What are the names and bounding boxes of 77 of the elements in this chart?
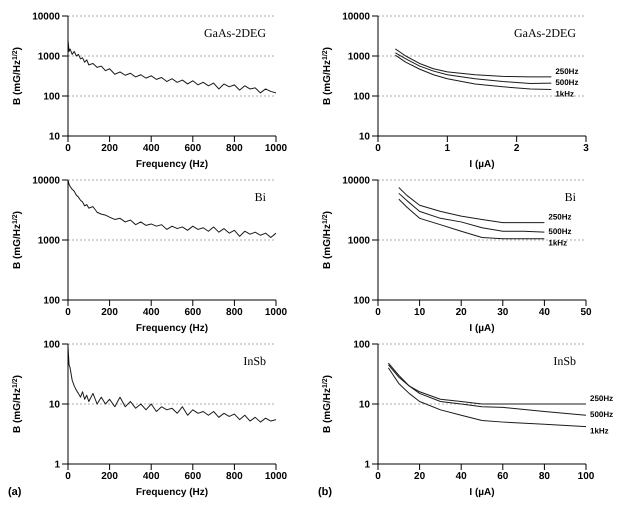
y-tick-label: 1 — [364, 460, 370, 471]
y-tick-label: 10000 — [342, 12, 370, 23]
x-axis-title: I (µA) — [469, 159, 495, 170]
x-tick-label: 10 — [414, 307, 426, 318]
x-tick-label: 0 — [375, 471, 382, 482]
x-tick-label: 0 — [375, 307, 382, 318]
series-label: 500Hz — [548, 227, 572, 236]
series-label: 1kHz — [548, 238, 568, 248]
y-tick-label: 100 — [43, 296, 60, 307]
x-tick-label: 30 — [497, 307, 509, 318]
x-tick-label: 50 — [580, 307, 592, 318]
y-tick-label: 10000 — [32, 12, 60, 23]
x-axis-title: Frequency (Hz) — [136, 487, 208, 498]
y-tick-label: 10000 — [342, 176, 370, 187]
y-tick-label: 10 — [48, 400, 60, 411]
x-tick-label: 1000 — [264, 143, 288, 154]
y-tick-label: 10 — [358, 400, 370, 411]
x-tick-label: 200 — [101, 471, 118, 482]
x-tick-label: 0 — [375, 143, 382, 154]
x-tick-label: 40 — [456, 471, 468, 482]
series-label: 1kHz — [590, 426, 609, 436]
x-tick-label: 1000 — [264, 307, 288, 318]
y-tick-label: 100 — [353, 92, 370, 103]
text: (a) — [8, 486, 22, 498]
x-tick-label: 2 — [514, 143, 520, 154]
text: (b) — [318, 486, 332, 498]
x-tick-label: 600 — [184, 471, 202, 482]
x-axis-title: Frequency (Hz) — [136, 323, 208, 334]
x-tick-label: 800 — [226, 307, 244, 318]
x-tick-label: 800 — [226, 471, 244, 482]
x-tick-label: 0 — [65, 471, 72, 482]
x-tick-label: 20 — [414, 471, 426, 482]
x-tick-label: 60 — [497, 471, 509, 482]
x-tick-label: 40 — [538, 307, 550, 318]
x-axis-title: Frequency (Hz) — [136, 159, 208, 170]
annotation: Bi — [564, 190, 576, 205]
x-tick-label: 1000 — [264, 471, 288, 482]
series-label: 500Hz — [590, 410, 614, 420]
x-tick-label: 200 — [101, 143, 118, 154]
y-tick-label: 1000 — [348, 236, 370, 247]
y-tick-label: 100 — [353, 296, 370, 307]
x-tick-label: 400 — [142, 143, 160, 154]
x-tick-label: 400 — [142, 307, 160, 318]
x-tick-label: 600 — [184, 307, 202, 318]
series-label: 250Hz — [548, 212, 572, 222]
x-tick-label: 200 — [101, 307, 118, 318]
series-label: 250Hz — [590, 394, 614, 403]
annotation: InSb — [243, 354, 266, 369]
x-tick-label: 800 — [226, 143, 244, 154]
x-tick-label: 1 — [444, 143, 451, 154]
x-axis-title: I (µA) — [469, 487, 495, 498]
x-tick-label: 0 — [65, 143, 72, 154]
annotation: Bi — [254, 190, 266, 205]
x-tick-label: 3 — [583, 143, 590, 154]
y-tick-label: 10000 — [32, 176, 60, 187]
y-tick-label: 1000 — [38, 236, 60, 247]
y-tick-label: 1 — [54, 460, 60, 471]
series-label: 1kHz — [555, 90, 574, 99]
x-tick-label: 0 — [65, 307, 72, 318]
y-tick-label: 100 — [353, 340, 370, 351]
y-tick-label: 1000 — [38, 52, 60, 63]
y-tick-label: 100 — [43, 340, 60, 351]
y-tick-label: 1000 — [348, 52, 370, 63]
annotation: GaAs-2DEG — [204, 26, 266, 41]
x-tick-label: 400 — [142, 471, 160, 482]
x-tick-label: 80 — [538, 471, 550, 482]
y-tick-label: 100 — [43, 92, 60, 103]
y-tick-label: 10 — [358, 132, 370, 143]
x-tick-label: 600 — [184, 143, 202, 154]
series-label: 500Hz — [555, 78, 578, 88]
annotation: InSb — [553, 354, 576, 369]
y-tick-label: 10 — [48, 132, 60, 143]
x-tick-label: 100 — [578, 471, 595, 482]
series-label: 250Hz — [555, 66, 578, 76]
x-tick-label: 20 — [456, 307, 468, 318]
x-axis-title: I (µA) — [469, 323, 495, 334]
annotation: GaAs-2DEG — [514, 26, 576, 41]
